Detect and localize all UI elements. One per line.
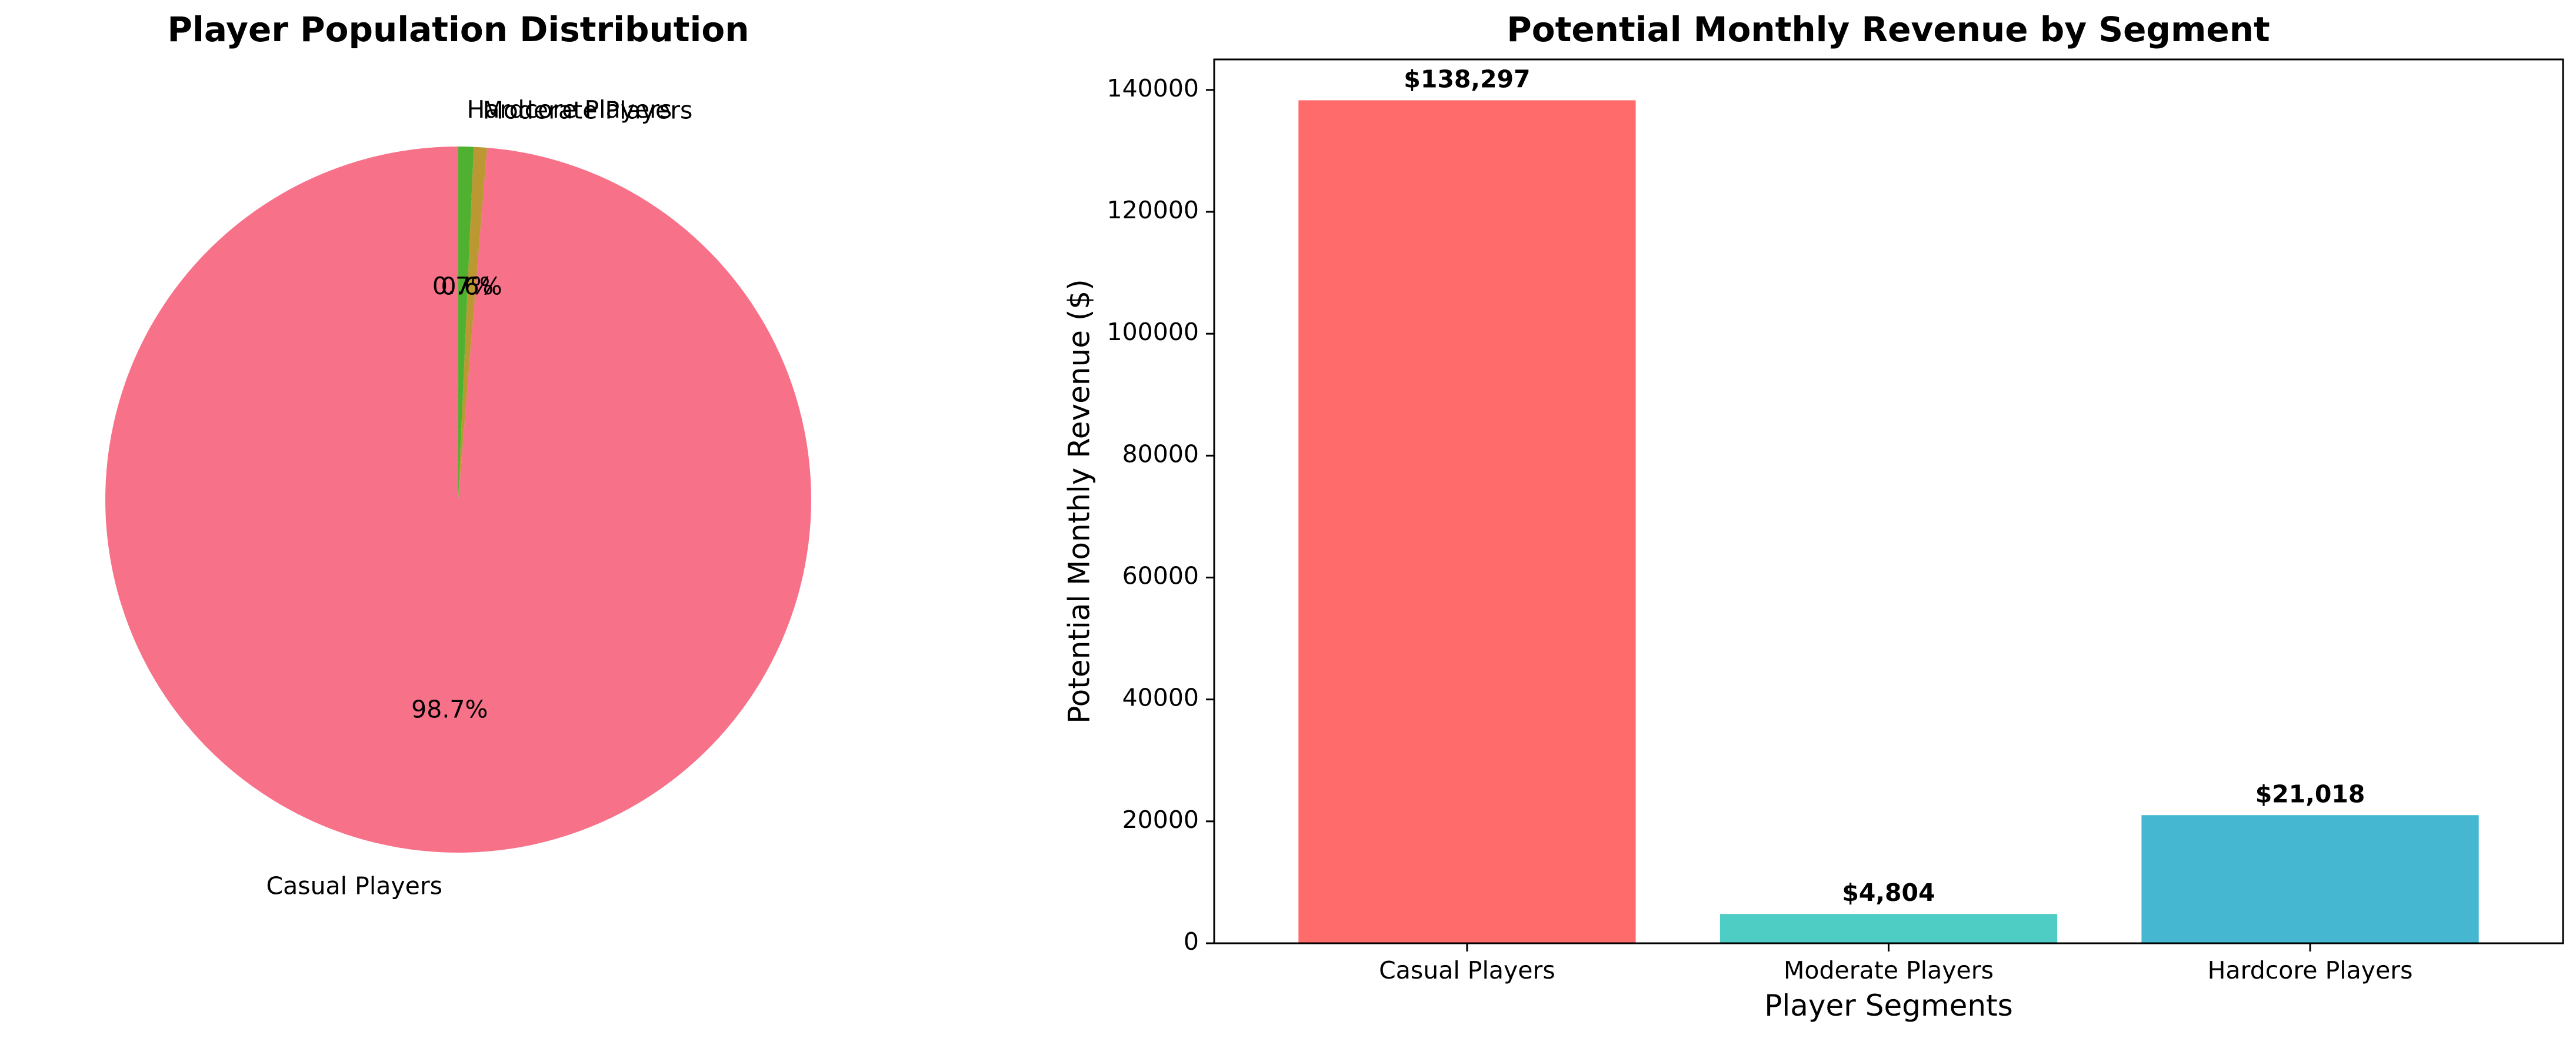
pie-slice [105,147,812,853]
bar-value-label: $4,804 [1842,879,1935,907]
x-tick-label: Hardcore Players [2208,956,2413,984]
pie-category-label: Moderate Players [482,96,692,124]
y-tick-label: 20000 [1122,806,1199,834]
x-axis-label: Player Segments [1764,989,2013,1023]
bar-series [1298,100,2479,943]
bar [1298,100,1636,943]
pie-category-label: Hardcore Players [467,95,672,124]
pie-percent-label: 0.7% [432,272,494,300]
x-axis: Casual Players Moderate Players Hardcore P… [1379,943,2413,984]
y-tick-label: 0 [1184,927,1199,956]
y-tick-label: 140000 [1107,74,1199,102]
pie-slices [105,147,812,853]
y-tick-label: 100000 [1107,318,1199,346]
pie-labels: Casual Players 98.7% Moderate Players 0.6% H… [266,95,692,900]
pie-percent-label: 98.7% [411,696,488,724]
pie-category-label: Casual Players [266,871,442,900]
pie-percent-label: 0.6% [441,272,502,301]
bar-value-label: $138,297 [1404,65,1530,93]
y-axis-label: Potential Monthly Revenue ($) [1062,279,1097,724]
y-tick-label: 120000 [1107,196,1199,224]
bar-value-label: $21,018 [2255,780,2365,808]
bar [2141,815,2479,943]
pie-chart-title: Player Population Distribution [167,9,749,49]
x-tick-label: Moderate Players [1784,956,1994,984]
bar [1719,914,2058,943]
bar-value-labels: $138,297 $4,804 $21,018 [1404,65,2365,907]
x-tick-label: Casual Players [1379,956,1555,984]
y-tick-label: 40000 [1122,684,1199,712]
bar-chart: Potential Monthly Revenue by Segment $13… [1062,9,2564,1023]
pie-slice [458,147,487,500]
pie-chart: Player Population Distribution Casual Pl… [105,9,812,900]
bar-chart-title: Potential Monthly Revenue by Segment [1507,9,2270,49]
y-axis: 0 20000 40000 60000 80000 100000 120000 140000 [1107,74,1214,956]
y-tick-label: 80000 [1122,440,1199,468]
y-tick-label: 60000 [1122,561,1199,590]
pie-slice [458,147,474,500]
